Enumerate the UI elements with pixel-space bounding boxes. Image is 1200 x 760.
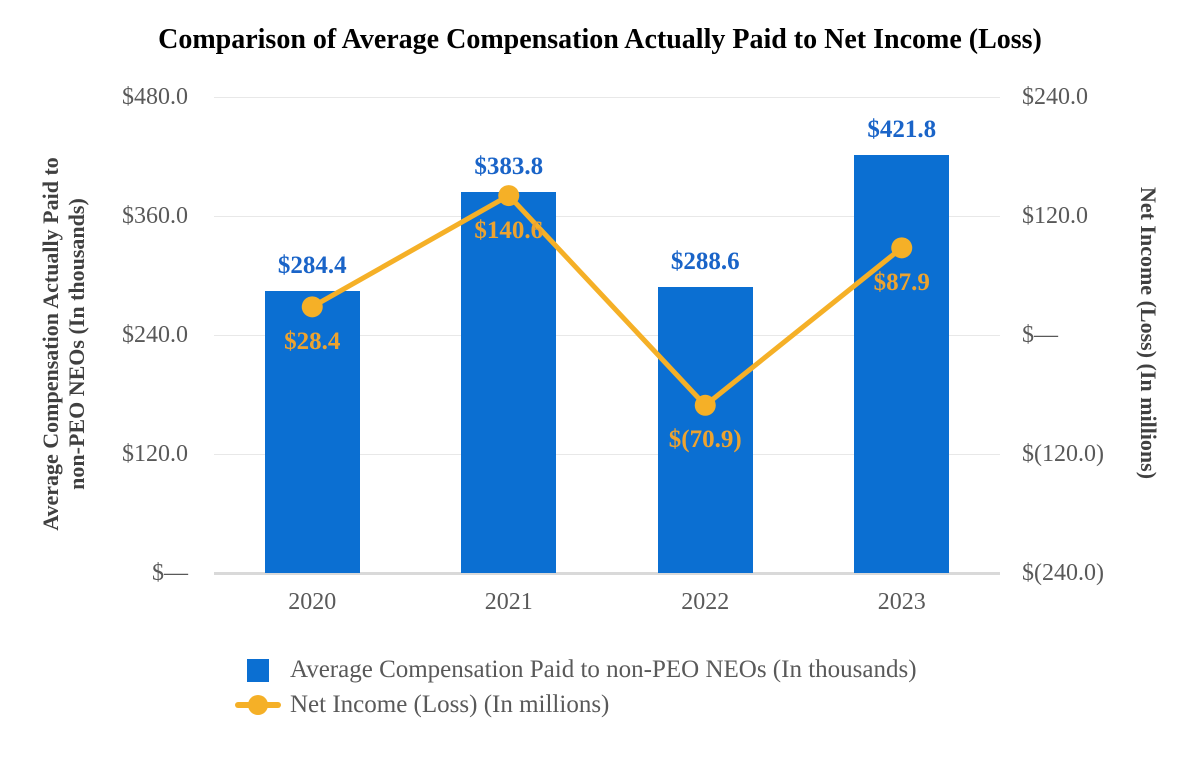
- right-axis-tick: $240.0: [1022, 84, 1088, 110]
- line-label-2021: $140.6: [474, 216, 544, 244]
- x-axis-label-2020: 2020: [288, 589, 337, 615]
- line-path: [311, 192, 904, 409]
- right-axis-tick: $—: [1022, 322, 1058, 348]
- gridline: [214, 216, 1000, 217]
- right-axis-tick: $(240.0): [1022, 560, 1104, 586]
- line-series-marker-icon: [235, 695, 281, 715]
- gridline: [214, 454, 1000, 455]
- bar-2020: [264, 290, 360, 573]
- bar-label-2022: $288.6: [670, 247, 740, 275]
- line-point-2021: [498, 185, 520, 207]
- bar-series-swatch-icon: [247, 658, 269, 682]
- line-point-2022: [694, 394, 716, 416]
- x-axis-baseline: [214, 572, 1000, 575]
- bar-label-2021: $383.8: [474, 153, 544, 181]
- line-point-2023: [891, 237, 913, 259]
- line-point-2020: [301, 296, 323, 318]
- legend-label-line-series: Net Income (Loss) (In millions): [290, 691, 610, 718]
- gridline: [214, 335, 1000, 336]
- line-label-2023: $87.9: [873, 268, 930, 296]
- net-income-line: [301, 185, 913, 416]
- chart-title: Comparison of Average Compensation Actua…: [158, 24, 1042, 55]
- left-axis-tick: $480.0: [122, 84, 188, 110]
- bar-2021: [461, 192, 557, 573]
- legend-item-bar-series: Average Compensation Paid to non-PEO NEO…: [234, 655, 917, 685]
- x-axis-label-2021: 2021: [484, 589, 533, 615]
- left-axis-tick: $360.0: [122, 203, 188, 229]
- left-axis-tick: $240.0: [122, 322, 188, 348]
- gridline: [214, 97, 1000, 98]
- bar-2022: [657, 286, 753, 573]
- x-axis-label-2023: 2023: [877, 589, 926, 615]
- line-label-2020: $28.4: [284, 327, 341, 355]
- bar-label-2020: $284.4: [277, 251, 347, 279]
- line-label-2022: $(70.9): [668, 426, 742, 454]
- legend-item-line-series: Net Income (Loss) (In millions): [234, 690, 917, 720]
- left-axis-tick: $—: [152, 560, 188, 586]
- legend: Average Compensation Paid to non-PEO NEO…: [234, 655, 917, 720]
- right-axis-tick: $120.0: [1022, 203, 1088, 229]
- bar-2023: [854, 154, 950, 573]
- right-axis-tick: $(120.0): [1022, 441, 1104, 467]
- x-axis-label-2022: 2022: [681, 589, 730, 615]
- left-axis-tick: $120.0: [122, 441, 188, 467]
- legend-label-bar-series: Average Compensation Paid to non-PEO NEO…: [290, 656, 917, 683]
- bar-label-2023: $421.8: [867, 115, 937, 143]
